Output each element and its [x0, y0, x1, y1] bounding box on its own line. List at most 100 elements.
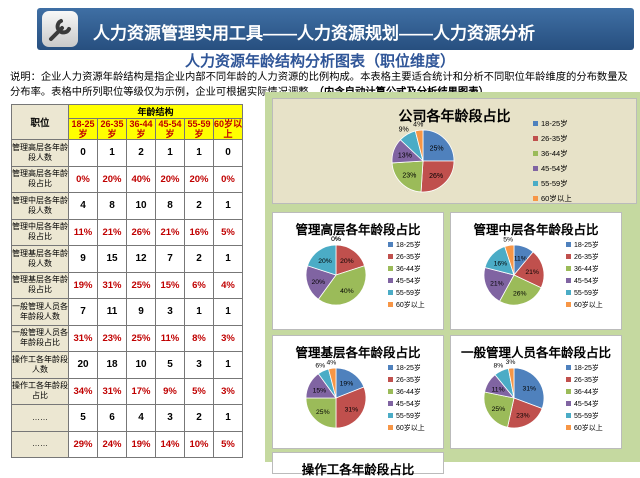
chart-middle-mgmt-pie: 管理中层各年龄段占比 11% 21% 26% 21% 16% 5% 18-25岁 26-35岁 3… — [450, 212, 622, 330]
table-row: 管理高层各年龄段人数 0 1 2 1 1 0 — [11, 139, 243, 167]
table-cell: 5 — [155, 351, 185, 379]
pie-data-label: 3% — [506, 359, 516, 366]
legend-label: 60岁以上 — [396, 423, 425, 432]
chart-company-age-pie: 公司各年龄段占比 25% 26% 23% 13% 9% 4% 18-25岁 26-35岁 36-4… — [272, 98, 637, 204]
table-cell: 3 — [184, 351, 214, 379]
row-label: 一般管理人员各年龄段人数 — [11, 298, 69, 326]
pie-data-label: 9% — [399, 126, 409, 133]
pie-data-label: 11% — [492, 386, 505, 393]
legend-swatch — [388, 278, 393, 283]
legend-label: 60岁以上 — [541, 193, 572, 203]
table-cell: 1 — [213, 351, 243, 379]
table-row: 操作工各年龄段人数 20 18 10 5 3 1 — [11, 351, 243, 379]
table-cell: 2 — [184, 192, 214, 220]
table-cell: 20% — [184, 165, 214, 193]
legend-swatch — [388, 389, 393, 394]
pie-data-label: 23% — [516, 412, 530, 419]
table-cell: 8 — [97, 192, 127, 220]
pie-slice — [483, 267, 515, 302]
table-row: …… 5 6 4 3 2 1 — [11, 404, 243, 432]
legend-label: 55-59岁 — [396, 411, 421, 420]
table-cell: 10 — [126, 351, 156, 379]
chart-title: 一般管理人员各年龄段占比 — [460, 346, 611, 360]
table-row: 管理基层各年龄段人数 9 15 12 7 2 1 — [11, 245, 243, 273]
pie-data-label: 26% — [513, 291, 527, 298]
pie-data-label: 25% — [316, 409, 330, 416]
table-cell: 11% — [155, 324, 185, 352]
table-cell: 29% — [68, 430, 98, 458]
legend-label: 26-35岁 — [396, 375, 421, 384]
pie-slice — [513, 367, 545, 410]
table-cell: 2 — [184, 245, 214, 273]
pie-data-label: 0% — [331, 236, 341, 243]
pie-data-label: 5% — [503, 236, 513, 243]
pie-slice — [305, 397, 337, 429]
pie-data-label: 20% — [318, 258, 332, 265]
legend-swatch — [566, 365, 571, 370]
chart-title: 公司各年龄段占比 — [398, 110, 511, 125]
table-cell: 15 — [97, 245, 127, 273]
table-cell: 24% — [97, 430, 127, 458]
pie-data-label: 21% — [490, 280, 504, 287]
table-cell: 5% — [213, 430, 243, 458]
table-cell: 1 — [155, 139, 185, 167]
legend-swatch — [533, 151, 538, 156]
legend-swatch — [388, 302, 393, 307]
legend-label: 55-59岁 — [396, 288, 421, 297]
age-group-header: 年龄结构 — [68, 104, 243, 119]
legend-swatch — [388, 365, 393, 370]
table-row: 操作工各年龄段占比 34% 31% 17% 9% 5% 3% — [11, 377, 243, 405]
pie-data-label: 13% — [398, 152, 412, 159]
table-cell: 12 — [126, 245, 156, 273]
pie-slice — [305, 265, 337, 300]
table-cell: 31% — [68, 324, 98, 352]
legend-swatch — [566, 302, 571, 307]
table-cell: 1 — [213, 298, 243, 326]
row-label: 操作工各年龄段人数 — [11, 351, 69, 379]
pie-data-label: 19% — [340, 381, 354, 388]
row-label: …… — [11, 430, 69, 458]
pie-data-label: 4% — [326, 359, 336, 366]
pie-slice — [504, 244, 515, 276]
row-label: 管理高层各年龄段人数 — [11, 139, 69, 167]
pie-slice — [306, 244, 337, 276]
legend-label: 18-25岁 — [574, 240, 599, 249]
chart-title: 管理基层各年龄段占比 — [295, 346, 421, 360]
row-label: 管理高层各年龄段占比 — [11, 165, 69, 193]
wrench-icon — [42, 11, 78, 47]
pie-data-label: 20% — [340, 258, 354, 265]
table-cell: 5 — [68, 404, 98, 432]
age-structure-table: 职位 年龄结构 18-25岁 26-35岁 36-44岁 45-54岁 55-59岁 60… — [11, 104, 243, 458]
pie-data-label: 4% — [413, 121, 423, 128]
pie-slice — [513, 251, 545, 289]
banner-title: 人力资源管理实用工具——人力资源规划——人力资源分析 — [93, 24, 535, 43]
pie-slice — [507, 397, 543, 429]
pie-chart-svg: 19% 31% 25% 15% 6% 4% 18-25岁 26-35岁 36-44岁 45-54岁… — [305, 359, 425, 432]
table-row: …… 29% 24% 19% 14% 10% 5% — [11, 430, 243, 458]
legend-swatch — [388, 377, 393, 382]
row-label: 管理中层各年龄段人数 — [11, 192, 69, 220]
row-label: 管理基层各年龄段占比 — [11, 271, 69, 299]
table-cell: 1 — [213, 192, 243, 220]
legend-label: 26-35岁 — [574, 252, 599, 261]
pie-chart-svg: 0%20%40%20%20%0%18-25岁26-35岁36-44岁45-54岁… — [305, 236, 425, 309]
pie-data-label: 20% — [312, 279, 326, 286]
table-cell: 20% — [155, 165, 185, 193]
table-cell: 4% — [213, 271, 243, 299]
table-cell: 1 — [184, 298, 214, 326]
table-row: 管理中层各年龄段人数 4 8 10 8 2 1 — [11, 192, 243, 220]
table-cell: 3% — [213, 377, 243, 405]
table-cell: 15% — [155, 271, 185, 299]
table-cell: 3 — [155, 404, 185, 432]
pie-data-label: 31% — [522, 385, 536, 392]
pie-chart-svg: 31% 23% 25% 11% 8% 3% 18-25岁 26-35岁 36-44岁 45-54岁… — [483, 359, 603, 432]
pie-data-label: 23% — [402, 173, 416, 180]
table-cell: 16% — [184, 218, 214, 246]
legend-label: 26-35岁 — [541, 133, 568, 143]
legend-swatch — [566, 278, 571, 283]
legend-swatch — [388, 413, 393, 418]
legend-swatch — [533, 136, 538, 141]
table-cell: 1 — [213, 245, 243, 273]
table-cell: 21% — [155, 218, 185, 246]
chart-senior-mgmt-pie: 管理高层各年龄段占比 0% 20% 40% 20% 20% 0% 18-25岁 26-35岁 36… — [272, 212, 444, 330]
